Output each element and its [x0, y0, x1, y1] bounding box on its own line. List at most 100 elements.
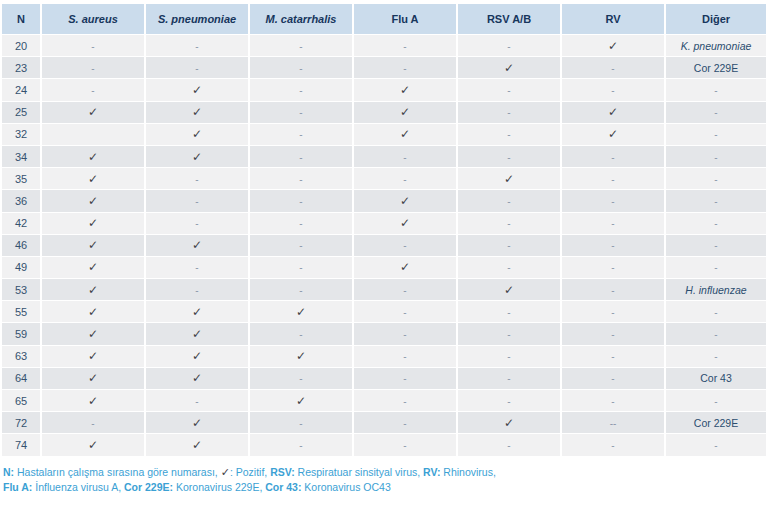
negative-dash: -	[507, 107, 510, 118]
positive-check-icon: ✓	[400, 127, 410, 141]
result-cell-m_catarrhalis: -	[250, 213, 352, 234]
table-row: 32✓-✓-✓-	[2, 124, 766, 145]
row-number: 64	[2, 368, 40, 389]
table-header-row: N S. aureus S. pneumoniae M. catarrhalis…	[2, 4, 766, 34]
negative-dash: -	[507, 373, 510, 384]
footnote-text: Respiratuar sinsityal virus,	[295, 466, 423, 478]
row-number: 23	[2, 57, 40, 78]
negative-dash: -	[714, 240, 717, 251]
negative-dash: --	[610, 418, 617, 429]
column-header-s-pneumoniae: S. pneumoniae	[146, 4, 248, 34]
result-cell-flu_a: -	[354, 168, 456, 189]
positive-check-icon: ✓	[88, 283, 98, 297]
table-row: 49✓--✓---	[2, 257, 766, 278]
result-cell-flu_a: -	[354, 235, 456, 256]
result-cell-m_catarrhalis: ✓	[250, 390, 352, 411]
result-cell-m_catarrhalis: -	[250, 257, 352, 278]
result-cell-s_pneumoniae: ✓	[146, 434, 248, 455]
negative-dash: -	[195, 218, 198, 229]
negative-dash: -	[195, 41, 198, 52]
negative-dash: -	[714, 152, 717, 163]
result-cell-m_catarrhalis: -	[250, 124, 352, 145]
negative-dash: -	[611, 240, 614, 251]
result-cell-s_aureus: ✓	[42, 346, 144, 367]
negative-dash: -	[507, 396, 510, 407]
table-row: 63✓✓✓----	[2, 346, 766, 367]
result-cell-rv: ✓	[562, 102, 664, 123]
positive-check-icon: ✓	[504, 61, 514, 75]
result-cell-diger: -	[666, 301, 766, 322]
positive-check-icon: ✓	[88, 216, 98, 230]
result-cell-rv: -	[562, 146, 664, 167]
result-cell-rsv_ab: -	[458, 213, 560, 234]
result-cell-m_catarrhalis: -	[250, 57, 352, 78]
result-cell-flu_a: -	[354, 390, 456, 411]
footnote-text: Koronavirus 229E,	[173, 481, 265, 493]
result-cell-s_pneumoniae: ✓	[146, 412, 248, 433]
row-number: 55	[2, 301, 40, 322]
positive-check-icon: ✓	[192, 371, 202, 385]
positive-check-icon: ✓	[88, 172, 98, 186]
result-cell-s_aureus: ✓	[42, 368, 144, 389]
positive-check-icon: ✓	[504, 172, 514, 186]
negative-dash: -	[403, 440, 406, 451]
result-cell-diger: -	[666, 190, 766, 211]
negative-dash: -	[714, 329, 717, 340]
negative-dash: -	[299, 129, 302, 140]
result-cell-flu_a: -	[354, 35, 456, 56]
negative-dash: -	[714, 440, 717, 451]
result-cell-rv: -	[562, 257, 664, 278]
positive-check-icon: ✓	[192, 238, 202, 252]
negative-dash: -	[403, 418, 406, 429]
table-row: 72-✓--✓--Cor 229E	[2, 412, 766, 433]
column-header-rv: RV	[562, 4, 664, 34]
negative-dash: -	[507, 351, 510, 362]
result-cell-s_aureus: ✓	[42, 434, 144, 455]
negative-dash: -	[507, 196, 510, 207]
result-cell-s_aureus: ✓	[42, 257, 144, 278]
result-cell-s_aureus: ✓	[42, 390, 144, 411]
table-row: 59✓✓-----	[2, 323, 766, 344]
result-cell-rv: ✓	[562, 124, 664, 145]
result-cell-flu_a: -	[354, 323, 456, 344]
table-row: 65✓-✓----	[2, 390, 766, 411]
result-cell-diger: -	[666, 213, 766, 234]
result-cell-rv: -	[562, 190, 664, 211]
negative-dash: -	[403, 373, 406, 384]
table-row: 35✓---✓--	[2, 168, 766, 189]
result-cell-m_catarrhalis: ✓	[250, 301, 352, 322]
positive-check-icon: ✓	[88, 105, 98, 119]
positive-check-icon: ✓	[608, 105, 618, 119]
result-cell-s_aureus: ✓	[42, 168, 144, 189]
result-cell-m_catarrhalis: -	[250, 102, 352, 123]
table-row: 25✓✓-✓-✓-	[2, 102, 766, 123]
result-cell-s_pneumoniae: ✓	[146, 346, 248, 367]
negative-dash: -	[403, 285, 406, 296]
row-number: 25	[2, 102, 40, 123]
result-cell-diger: -	[666, 235, 766, 256]
result-cell-s_aureus: ✓	[42, 235, 144, 256]
negative-dash: -	[195, 196, 198, 207]
result-cell-flu_a: ✓	[354, 190, 456, 211]
result-cell-rsv_ab: -	[458, 346, 560, 367]
result-cell-rsv_ab: -	[458, 368, 560, 389]
result-cell-flu_a: -	[354, 57, 456, 78]
negative-dash: -	[299, 418, 302, 429]
result-cell-s_pneumoniae: ✓	[146, 124, 248, 145]
result-cell-m_catarrhalis: -	[250, 168, 352, 189]
result-cell-rv: -	[562, 279, 664, 300]
result-cell-s_aureus	[42, 124, 144, 145]
result-cell-rv: --	[562, 412, 664, 433]
positive-check-icon: ✓	[192, 349, 202, 363]
result-cell-s_pneumoniae: ✓	[146, 102, 248, 123]
result-cell-rv: -	[562, 368, 664, 389]
table-row: 74✓✓-----	[2, 434, 766, 455]
row-number: 24	[2, 79, 40, 100]
table-row: 24-✓-✓---	[2, 79, 766, 100]
negative-dash: -	[299, 262, 302, 273]
negative-dash: -	[195, 262, 198, 273]
result-cell-m_catarrhalis: -	[250, 412, 352, 433]
positive-check-icon: ✓	[192, 127, 202, 141]
positive-check-icon: ✓	[192, 83, 202, 97]
negative-dash: -	[299, 329, 302, 340]
